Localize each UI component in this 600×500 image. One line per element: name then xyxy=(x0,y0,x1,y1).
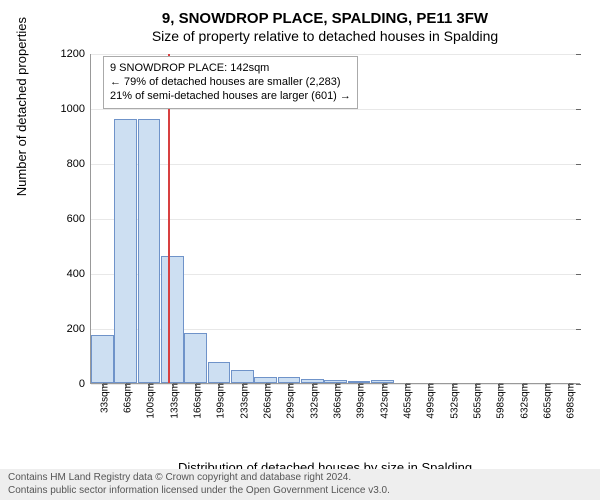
y-tick-mark xyxy=(576,219,581,220)
x-tick-label: 432sqm xyxy=(375,383,390,419)
x-tick-label: 266sqm xyxy=(259,383,274,419)
y-tick-label: 1200 xyxy=(61,48,91,60)
x-tick-label: 598sqm xyxy=(492,383,507,419)
x-tick-label: 332sqm xyxy=(305,383,320,419)
y-tick-mark xyxy=(576,164,581,165)
x-tick-label: 100sqm xyxy=(142,383,157,419)
footer: Contains HM Land Registry data © Crown c… xyxy=(0,469,600,500)
x-tick-mark xyxy=(103,383,104,387)
x-tick-mark xyxy=(453,383,454,387)
gridline xyxy=(91,109,580,110)
annotation-line: 9 SNOWDROP PLACE: 142sqm xyxy=(110,61,351,75)
x-tick-mark xyxy=(126,383,127,387)
y-tick-mark xyxy=(576,274,581,275)
gridline xyxy=(91,164,580,165)
annotation-line: ← 79% of detached houses are smaller (2,… xyxy=(110,75,351,89)
histogram-bar xyxy=(208,362,231,383)
x-tick-mark xyxy=(313,383,314,387)
y-tick-mark xyxy=(576,384,581,385)
y-axis-label: Number of detached properties xyxy=(14,17,29,196)
x-tick-mark xyxy=(173,383,174,387)
x-tick-mark xyxy=(383,383,384,387)
histogram-bar xyxy=(114,119,137,383)
x-tick-mark xyxy=(359,383,360,387)
chart-title: 9, SNOWDROP PLACE, SPALDING, PE11 3FW xyxy=(60,10,590,28)
x-tick-label: 166sqm xyxy=(189,383,204,419)
gridline xyxy=(91,219,580,220)
x-tick-mark xyxy=(476,383,477,387)
y-tick-mark xyxy=(576,329,581,330)
histogram-bar xyxy=(184,333,207,383)
annotation-box: 9 SNOWDROP PLACE: 142sqm← 79% of detache… xyxy=(103,56,358,109)
x-tick-mark xyxy=(569,383,570,387)
chart-subtitle: Size of property relative to detached ho… xyxy=(60,28,590,45)
x-tick-label: 632sqm xyxy=(515,383,530,419)
x-tick-mark xyxy=(219,383,220,387)
annotation-line: 21% of semi-detached houses are larger (… xyxy=(110,89,351,103)
footer-line-2: Contains public sector information licen… xyxy=(8,485,592,498)
x-tick-label: 399sqm xyxy=(352,383,367,419)
x-tick-label: 199sqm xyxy=(212,383,227,419)
x-tick-label: 299sqm xyxy=(282,383,297,419)
x-tick-mark xyxy=(429,383,430,387)
footer-line-1: Contains HM Land Registry data © Crown c… xyxy=(8,472,592,485)
x-tick-mark xyxy=(196,383,197,387)
y-tick-label: 600 xyxy=(67,213,91,225)
gridline xyxy=(91,54,580,55)
x-tick-mark xyxy=(499,383,500,387)
x-tick-mark xyxy=(289,383,290,387)
x-tick-label: 665sqm xyxy=(539,383,554,419)
x-tick-mark xyxy=(406,383,407,387)
x-tick-label: 133sqm xyxy=(165,383,180,419)
x-tick-mark xyxy=(546,383,547,387)
x-tick-mark xyxy=(266,383,267,387)
y-tick-label: 400 xyxy=(67,268,91,280)
x-tick-label: 565sqm xyxy=(469,383,484,419)
x-tick-label: 465sqm xyxy=(399,383,414,419)
x-tick-mark xyxy=(336,383,337,387)
x-tick-mark xyxy=(243,383,244,387)
x-tick-label: 366sqm xyxy=(329,383,344,419)
x-tick-label: 233sqm xyxy=(235,383,250,419)
histogram-bar xyxy=(231,370,254,382)
x-tick-mark xyxy=(149,383,150,387)
x-tick-mark xyxy=(523,383,524,387)
y-tick-label: 1000 xyxy=(61,103,91,115)
x-tick-label: 66sqm xyxy=(119,383,134,413)
x-tick-label: 33sqm xyxy=(95,383,110,413)
y-tick-label: 200 xyxy=(67,323,91,335)
histogram-bar xyxy=(161,256,184,383)
x-tick-label: 532sqm xyxy=(445,383,460,419)
y-tick-label: 800 xyxy=(67,158,91,170)
chart-container: 9, SNOWDROP PLACE, SPALDING, PE11 3FW Si… xyxy=(60,10,590,465)
y-tick-mark xyxy=(576,54,581,55)
y-tick-mark xyxy=(576,109,581,110)
plot-area: 02004006008001000120033sqm66sqm100sqm133… xyxy=(70,49,590,414)
plot-inner: 02004006008001000120033sqm66sqm100sqm133… xyxy=(90,54,580,384)
histogram-bar xyxy=(91,335,114,383)
x-tick-label: 499sqm xyxy=(422,383,437,419)
y-tick-label: 0 xyxy=(79,378,91,390)
x-tick-label: 698sqm xyxy=(562,383,577,419)
histogram-bar xyxy=(138,119,161,383)
